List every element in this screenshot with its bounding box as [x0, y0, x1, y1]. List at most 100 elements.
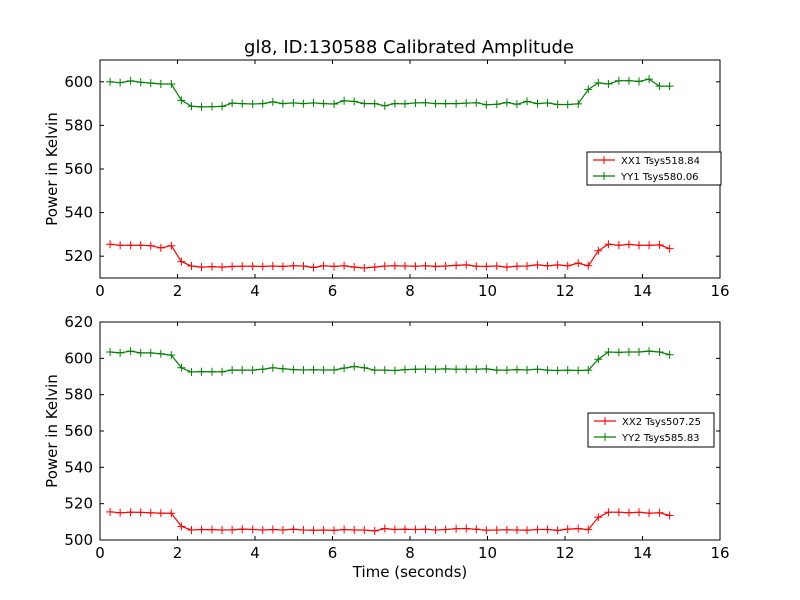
data-point — [655, 82, 664, 91]
data-point — [645, 347, 654, 356]
data-point — [380, 262, 389, 271]
data-point — [421, 525, 430, 534]
data-point — [665, 82, 674, 91]
x-tick-label: 2 — [173, 282, 183, 300]
y-tick-label: 560 — [64, 422, 93, 440]
plot-top: 0 2 4 6 8 10 12 14 16 520 540 560 580 600 Power in Kel… — [43, 59, 730, 300]
legend-label: XX1 Tsys518.84 — [621, 156, 700, 167]
x-tick-label: 10 — [478, 544, 497, 562]
data-point — [594, 355, 603, 364]
x-axis-label: Time (seconds) — [352, 563, 468, 581]
data-point — [482, 100, 491, 109]
data-point — [472, 98, 481, 107]
data-point — [614, 348, 623, 357]
data-point — [218, 367, 227, 376]
data-point — [309, 98, 318, 107]
legend-marker — [600, 172, 608, 180]
data-point — [228, 365, 237, 374]
data-point — [319, 99, 328, 108]
data-point — [330, 365, 339, 374]
data-point — [238, 366, 247, 375]
data-point — [553, 260, 562, 269]
data-point — [309, 526, 318, 535]
data-point — [156, 79, 165, 88]
data-point — [177, 522, 186, 531]
data-point — [624, 240, 633, 249]
data-point — [258, 365, 267, 374]
data-point — [268, 97, 277, 106]
legend-box — [587, 412, 715, 448]
x-tick-label: 14 — [633, 282, 652, 300]
data-point — [126, 508, 135, 517]
data-point — [278, 364, 287, 373]
data-point — [299, 365, 308, 374]
data-point — [330, 100, 339, 109]
data-point — [533, 99, 542, 108]
data-point — [441, 262, 450, 271]
data-point — [207, 102, 216, 111]
data-point — [136, 348, 145, 357]
data-point — [431, 526, 440, 535]
x-tick-label: 0 — [95, 544, 105, 562]
data-point — [543, 98, 552, 107]
data-point — [574, 524, 583, 533]
data-point — [207, 262, 216, 271]
data-point — [553, 100, 562, 109]
data-point — [136, 78, 145, 87]
data-point — [289, 525, 298, 534]
data-point — [106, 507, 115, 516]
data-point — [289, 365, 298, 374]
data-point — [462, 99, 471, 108]
data-point — [309, 263, 318, 272]
data-point — [563, 261, 572, 270]
data-point — [390, 525, 399, 534]
data-point — [238, 525, 247, 534]
data-point — [635, 241, 644, 250]
data-point — [624, 76, 633, 85]
data-point — [268, 363, 277, 372]
plot-bottom: 0 2 4 6 8 10 12 14 16 500 520 540 560 580 600 620 Power … — [43, 313, 730, 581]
data-point — [156, 243, 165, 252]
y-axis-label: Power in Kelvin — [43, 374, 61, 488]
data-point — [635, 508, 644, 517]
data-point — [574, 259, 583, 268]
y-tick-label: 540 — [64, 458, 93, 476]
x-tick-label: 16 — [710, 282, 729, 300]
data-point — [400, 365, 409, 374]
data-point — [380, 524, 389, 533]
legend-marker — [600, 156, 608, 164]
data-point — [533, 260, 542, 269]
x-tick-label: 14 — [633, 544, 652, 562]
data-point — [228, 99, 237, 108]
data-point — [441, 525, 450, 534]
y-tick-label: 580 — [64, 386, 93, 404]
data-point — [492, 100, 501, 109]
data-point — [197, 367, 206, 376]
data-point — [533, 365, 542, 374]
data-point — [472, 262, 481, 271]
data-point — [421, 98, 430, 107]
x-tick-label: 12 — [555, 282, 574, 300]
data-point — [614, 508, 623, 517]
data-point — [502, 366, 511, 375]
data-point — [350, 526, 359, 535]
x-tick-label: 6 — [328, 544, 338, 562]
data-point — [289, 98, 298, 107]
data-point — [665, 244, 674, 253]
data-point — [360, 363, 369, 372]
y-tick-label: 500 — [64, 531, 93, 549]
x-tick-label: 2 — [173, 544, 183, 562]
data-point — [319, 365, 328, 374]
data-point — [502, 263, 511, 272]
data-point — [452, 365, 461, 374]
data-point — [106, 77, 115, 86]
data-point — [370, 526, 379, 535]
data-point — [411, 525, 420, 534]
legend-marker — [601, 417, 609, 425]
data-point — [512, 526, 521, 535]
data-point — [116, 508, 125, 517]
data-point — [218, 263, 227, 272]
data-point — [340, 96, 349, 105]
data-point — [614, 76, 623, 85]
